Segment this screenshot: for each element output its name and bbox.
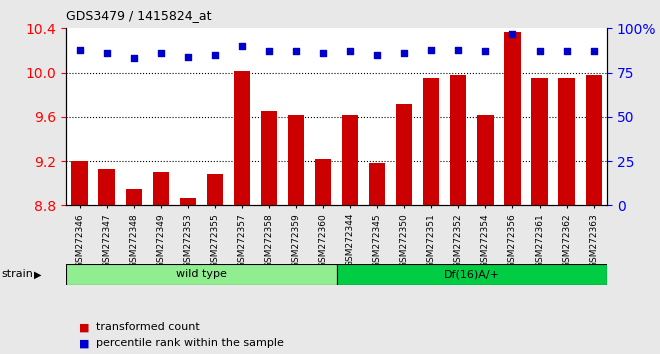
Point bbox=[426, 47, 437, 52]
Bar bbox=[396, 104, 412, 354]
Point bbox=[318, 50, 329, 56]
Text: wild type: wild type bbox=[176, 269, 227, 279]
Bar bbox=[369, 163, 385, 354]
Point bbox=[534, 48, 544, 54]
Point bbox=[209, 52, 220, 58]
Bar bbox=[288, 115, 304, 354]
Point bbox=[372, 52, 382, 58]
Bar bbox=[558, 78, 575, 354]
Text: GDS3479 / 1415824_at: GDS3479 / 1415824_at bbox=[66, 9, 211, 22]
Bar bbox=[504, 32, 521, 354]
Point bbox=[290, 48, 301, 54]
Bar bbox=[315, 159, 331, 354]
Text: strain: strain bbox=[1, 269, 33, 279]
Bar bbox=[152, 172, 169, 354]
Text: ■: ■ bbox=[79, 338, 90, 348]
Bar bbox=[234, 72, 250, 354]
Text: ■: ■ bbox=[79, 322, 90, 332]
Text: Df(16)A/+: Df(16)A/+ bbox=[444, 269, 500, 279]
Point bbox=[263, 48, 275, 54]
Point bbox=[128, 56, 139, 61]
Point bbox=[453, 47, 463, 52]
Text: transformed count: transformed count bbox=[96, 322, 199, 332]
Point bbox=[345, 48, 355, 54]
Bar bbox=[337, 264, 607, 285]
Point bbox=[182, 54, 193, 59]
Bar bbox=[261, 111, 277, 354]
Bar bbox=[477, 115, 494, 354]
Text: percentile rank within the sample: percentile rank within the sample bbox=[96, 338, 284, 348]
Bar bbox=[98, 169, 115, 354]
Point bbox=[102, 50, 112, 56]
Point bbox=[480, 48, 490, 54]
Point bbox=[589, 48, 599, 54]
Bar bbox=[180, 198, 196, 354]
Point bbox=[561, 48, 572, 54]
Bar bbox=[342, 115, 358, 354]
Text: ▶: ▶ bbox=[34, 269, 42, 279]
Bar bbox=[66, 264, 337, 285]
Bar bbox=[207, 175, 223, 354]
Bar bbox=[423, 78, 440, 354]
Point bbox=[399, 50, 409, 56]
Bar bbox=[450, 75, 467, 354]
Point bbox=[74, 47, 84, 52]
Bar bbox=[125, 189, 142, 354]
Point bbox=[236, 43, 247, 49]
Bar bbox=[71, 161, 88, 354]
Point bbox=[507, 31, 517, 36]
Bar bbox=[531, 78, 548, 354]
Point bbox=[155, 50, 166, 56]
Bar bbox=[585, 75, 602, 354]
